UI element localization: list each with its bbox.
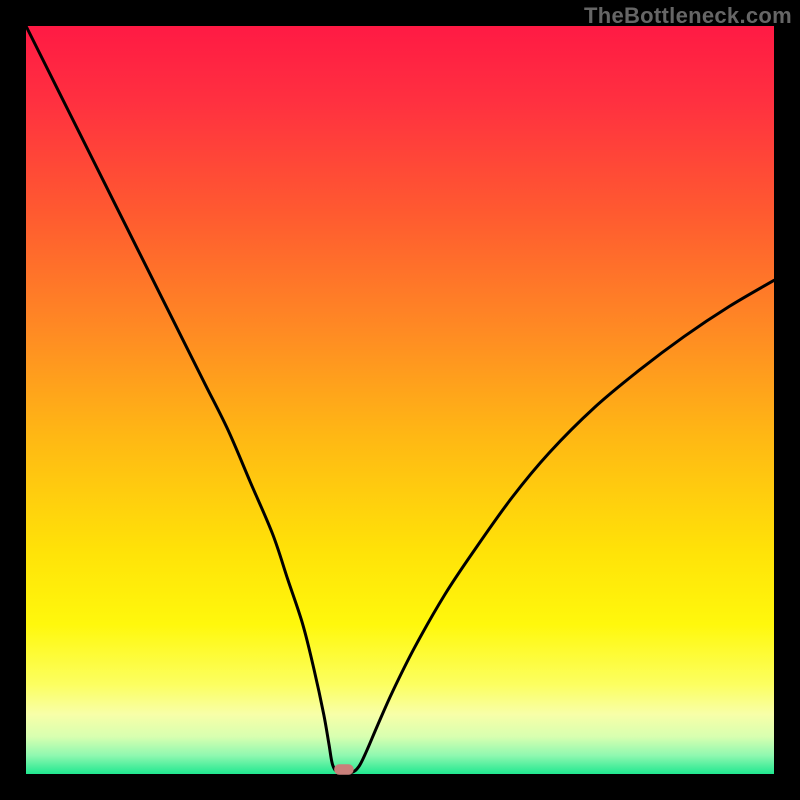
plot-background [26,26,774,774]
bottleneck-chart [0,0,800,800]
optimum-marker [334,764,353,774]
watermark-text: TheBottleneck.com [584,3,792,29]
chart-container: TheBottleneck.com [0,0,800,800]
